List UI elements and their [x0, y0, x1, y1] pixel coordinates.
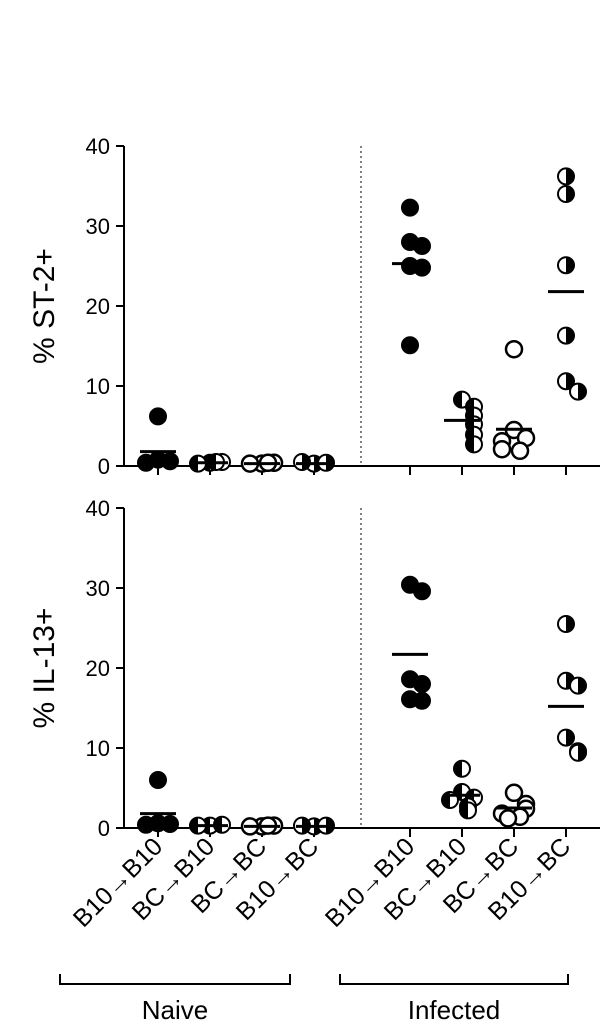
data-point: [413, 237, 431, 255]
data-point: [569, 676, 587, 695]
y-tick-label: 40: [86, 134, 110, 159]
data-point: [557, 167, 575, 186]
y-tick-label: 0: [98, 454, 110, 479]
group-label: Naive: [142, 995, 208, 1025]
data-point: [161, 815, 179, 833]
data-point: [557, 326, 575, 345]
panel-2: 0 10 20 30 40 % IL-13+: [28, 496, 600, 841]
data-point: [557, 372, 575, 391]
data-point: [149, 771, 167, 789]
group-brackets: Naive Infected: [59, 974, 569, 1025]
data-point: [453, 759, 471, 778]
data-point: [569, 382, 587, 401]
group-label: Infected: [408, 995, 501, 1025]
data-point: [569, 743, 587, 762]
data-point: [413, 691, 431, 710]
panels-layer: 0 10 20 30 40 % ST-2+ 0 10 20 30 40 % IL-13+: [28, 134, 600, 841]
data-point: [492, 439, 512, 459]
data-point: [149, 407, 167, 426]
data-point: [401, 336, 419, 355]
data-point: [293, 453, 311, 471]
data-point: [504, 339, 524, 359]
data-point: [557, 728, 575, 747]
y-tick-label: 20: [86, 656, 110, 681]
data-point: [413, 675, 431, 693]
y-tick-label: 30: [86, 214, 110, 239]
data-point: [510, 441, 530, 461]
data-point: [137, 453, 155, 472]
y-tick-label: 10: [86, 736, 110, 761]
data-point: [459, 801, 477, 820]
y-tick-label: 10: [86, 374, 110, 399]
data-point: [498, 809, 518, 828]
panel-1: 0 10 20 30 40 % ST-2+: [28, 134, 600, 479]
data-point: [465, 435, 483, 454]
data-point: [557, 185, 575, 203]
y-axis-label: % IL-13+: [28, 608, 61, 729]
y-tick-label: 40: [86, 496, 110, 521]
data-point: [557, 256, 575, 275]
group-bracket: [339, 974, 569, 985]
data-point: [557, 615, 575, 633]
data-point: [137, 815, 155, 834]
y-axis-label: % ST-2+: [28, 248, 61, 364]
group-bracket: [59, 974, 291, 985]
y-tick-label: 0: [98, 816, 110, 841]
data-point: [401, 198, 419, 217]
data-point: [161, 452, 179, 471]
data-point: [413, 258, 431, 277]
y-tick-label: 20: [86, 294, 110, 319]
data-point: [413, 582, 431, 601]
data-point: [504, 783, 524, 803]
y-tick-label: 30: [86, 576, 110, 601]
category-labels: B10→B10BC→B10BC→BCB10→BCB10→B10BC→B10BC→…: [68, 832, 576, 932]
